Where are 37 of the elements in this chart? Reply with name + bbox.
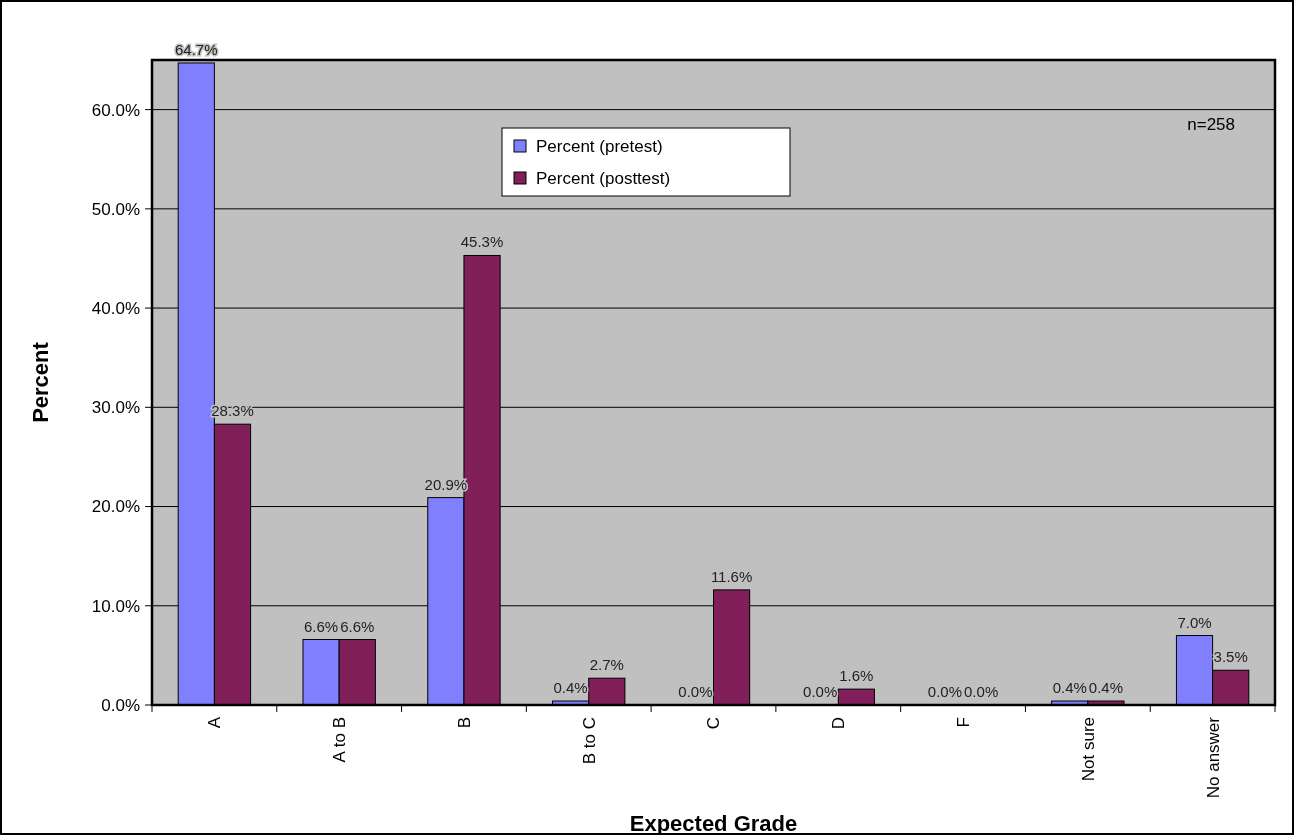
annotation: n=258 <box>1187 115 1235 134</box>
data-label: 2.7% <box>589 656 624 674</box>
data-label: 7.0% <box>1177 613 1212 631</box>
x-tick-label: B to C <box>579 717 599 765</box>
y-tick-label: 40.0% <box>91 299 140 319</box>
x-axis-title: Expected Grade <box>629 811 798 835</box>
legend-label: Percent (posttest) <box>536 168 671 188</box>
x-tick-label: Not sure <box>1078 717 1098 782</box>
data-label: 0.4% <box>1052 679 1087 697</box>
data-label: 0.0% <box>964 683 999 700</box>
y-tick-label: 30.0% <box>91 398 140 418</box>
y-tick-label: 50.0% <box>91 199 140 219</box>
y-tick-label: 60.0% <box>91 100 140 120</box>
x-tick-label: C <box>704 717 724 730</box>
data-label: 45.3% <box>460 233 504 251</box>
data-label: 6.6% <box>303 617 339 635</box>
data-label: 0.4% <box>553 679 588 697</box>
x-tick-label: No answer <box>1203 716 1223 799</box>
x-tick-label: D <box>829 717 849 730</box>
data-label: 0.0% <box>927 683 963 700</box>
data-label: 11.6% <box>710 567 753 585</box>
x-tick-label: B <box>454 717 474 729</box>
data-label: 0.4% <box>1088 679 1124 697</box>
data-label: 6.6% <box>340 617 375 635</box>
data-label: 3.5% <box>1213 648 1248 666</box>
data-label: 1.6% <box>839 667 874 685</box>
y-tick-label: 20.0% <box>91 497 140 517</box>
data-label: 0.0% <box>803 683 838 700</box>
y-tick-label: 10.0% <box>91 596 140 616</box>
x-tick-label: A to B <box>330 717 350 763</box>
y-axis-title: Percent <box>28 341 53 423</box>
legend-label: Percent (pretest) <box>536 136 663 156</box>
data-label: 64.7% <box>175 40 218 58</box>
y-tick-label: 0.0% <box>101 695 140 715</box>
x-tick-label: F <box>954 717 974 728</box>
data-label: 0.0% <box>678 683 713 700</box>
x-tick-label: A <box>205 716 225 729</box>
